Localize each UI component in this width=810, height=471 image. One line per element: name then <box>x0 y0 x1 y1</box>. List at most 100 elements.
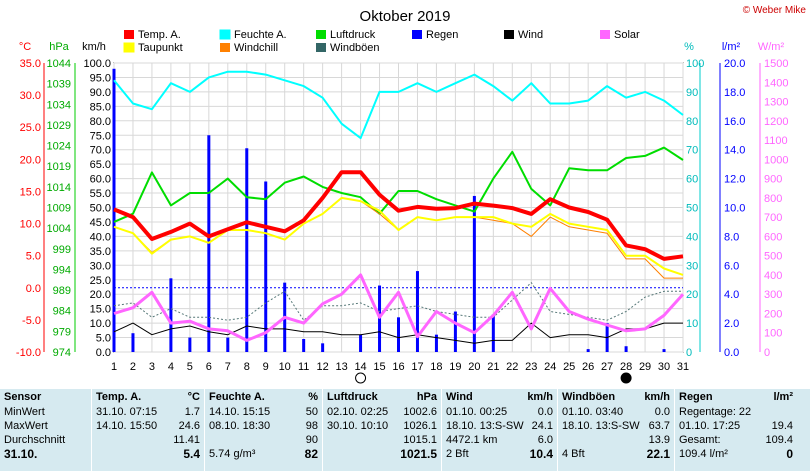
tick-label-humidity: 100 <box>686 58 704 70</box>
stats-col-gusts: Windböen km/h 01.10. 03:40 0.0 18.10. 13:S… <box>558 389 674 471</box>
tick-label-solar: 1000 <box>764 154 788 166</box>
tick-label-solar: 0 <box>764 347 770 359</box>
stats-row-label: MaxWert <box>4 420 48 432</box>
tick-label-day: 6 <box>206 361 212 373</box>
stats-header: Wind <box>446 391 473 403</box>
tick-label-temp: -10.0 <box>16 347 41 359</box>
tick-label-wind: 35.0 <box>90 246 111 258</box>
tick-label-day: 24 <box>544 361 556 373</box>
gusts-line <box>113 282 683 321</box>
axis-title-pressure: hPa <box>49 41 69 53</box>
tick-label-wind: 45.0 <box>90 217 111 229</box>
stats-time: 01.10. 17:25 <box>679 420 741 432</box>
tick-label-rain: 0.0 <box>724 347 739 359</box>
tick-label-solar: 1300 <box>764 97 788 109</box>
tick-label-day: 8 <box>244 361 250 373</box>
stats-time: 01.10. 03:40 <box>562 406 624 418</box>
legend-label: Taupunkt <box>138 42 183 54</box>
stats-value: 0.0 <box>537 406 553 418</box>
tick-label-pressure: 984 <box>53 306 71 318</box>
tick-label-day: 3 <box>149 361 155 373</box>
legend-swatch <box>220 43 230 52</box>
stats-value: 82 <box>304 447 318 461</box>
stats-value: 0.0 <box>654 406 670 418</box>
tick-label-day: 17 <box>411 361 423 373</box>
legend-swatch <box>124 30 134 39</box>
stats-time: 30.10. 10:10 <box>327 420 389 432</box>
rain-bar <box>302 338 306 352</box>
tick-label-day: 9 <box>263 361 269 373</box>
tick-label-day: 11 <box>298 361 309 373</box>
stats-time: Regentage: 22 <box>679 406 752 418</box>
axis-title-rain: l/m² <box>722 41 741 53</box>
legend-label: Feuchte A. <box>234 29 287 41</box>
legend-label: Windchill <box>234 42 278 54</box>
tick-label-day: 27 <box>601 361 613 373</box>
wind-line <box>113 322 683 344</box>
stats-time: 14.10. 15:15 <box>209 406 271 418</box>
stats-col-rain: Regen l/m² Regentage: 22 01.10. 17:25 19.4… <box>675 389 797 471</box>
stats-row-label: Durchschnitt <box>4 434 66 446</box>
tick-label-day: 16 <box>392 361 404 373</box>
tick-label-day: 23 <box>525 361 537 373</box>
tick-label-humidity: 30 <box>686 260 698 272</box>
tick-label-wind: 75.0 <box>90 130 111 142</box>
tick-label-wind: 80.0 <box>90 116 111 128</box>
tick-label-day: 4 <box>168 361 174 373</box>
tick-label-rain: 12.0 <box>724 174 745 186</box>
stats-value: 109.4 <box>765 434 793 446</box>
tick-label-temp: 25.0 <box>20 122 41 134</box>
tick-label-humidity: 60 <box>686 174 698 186</box>
rain-bar <box>188 337 192 352</box>
tick-label-day: 29 <box>639 361 651 373</box>
tick-label-pressure: 1014 <box>47 182 71 194</box>
tick-label-wind: 70.0 <box>90 145 111 157</box>
axis-title-humidity: % <box>684 41 694 53</box>
tick-label-day: 14 <box>354 361 366 373</box>
stats-value: 5.4 <box>183 447 200 461</box>
legend-swatch <box>219 29 231 40</box>
dewpoint-line <box>113 196 684 276</box>
legend-swatch <box>504 30 514 39</box>
tick-label-solar: 500 <box>764 251 782 263</box>
stats-unit: hPa <box>416 391 437 403</box>
tick-label-day: 5 <box>187 361 193 373</box>
stats-time: 02.10. 02:25 <box>327 406 389 418</box>
stats-time: 18.10. 13:S-SW <box>562 420 640 432</box>
rain-bar <box>624 346 628 352</box>
tick-label-rain: 18.0 <box>724 87 745 99</box>
stats-time: 01.10. 00:25 <box>446 406 508 418</box>
stats-unit: l/m² <box>773 391 793 403</box>
stats-row-label: MinWert <box>4 406 45 418</box>
tick-label-rain: 2.0 <box>724 318 739 330</box>
tick-label-pressure: 1004 <box>47 223 71 235</box>
tick-label-day: 7 <box>225 361 231 373</box>
tick-label-solar: 1500 <box>764 58 788 70</box>
tick-label-pressure: 994 <box>53 264 71 276</box>
tick-label-solar: 900 <box>764 174 782 186</box>
solar-line <box>113 273 685 342</box>
tick-label-wind: 15.0 <box>90 304 111 316</box>
tick-label-solar: 100 <box>764 328 782 340</box>
tick-label-temp: 30.0 <box>20 90 41 102</box>
stats-time: 31.10. 07:15 <box>96 406 158 418</box>
axis-title-solar: W/m² <box>758 41 785 53</box>
tick-label-temp: 0.0 <box>26 283 41 295</box>
tick-label-day: 2 <box>130 361 136 373</box>
tick-label-pressure: 979 <box>53 326 71 338</box>
tick-label-solar: 1400 <box>764 77 788 89</box>
tick-label-pressure: 1039 <box>47 79 71 91</box>
stats-value: 19.4 <box>771 420 793 432</box>
stats-header-sensor: Sensor <box>4 391 42 403</box>
stats-header: Feuchte A. <box>209 391 265 403</box>
tick-label-wind: 0.0 <box>96 347 111 359</box>
stats-time: 4 Bft <box>562 448 585 460</box>
tick-label-temp: 10.0 <box>20 219 41 231</box>
stats-value: 63.7 <box>648 420 670 432</box>
stats-col-wind: Wind km/h 01.10. 00:25 0.0 18.10. 13:S-SW 2… <box>442 389 557 471</box>
tick-label-day: 18 <box>430 361 442 373</box>
tick-label-wind: 20.0 <box>90 289 111 301</box>
stats-unit: °C <box>187 391 200 403</box>
legend-label: Windböen <box>330 42 380 54</box>
rain-bar <box>586 349 590 352</box>
